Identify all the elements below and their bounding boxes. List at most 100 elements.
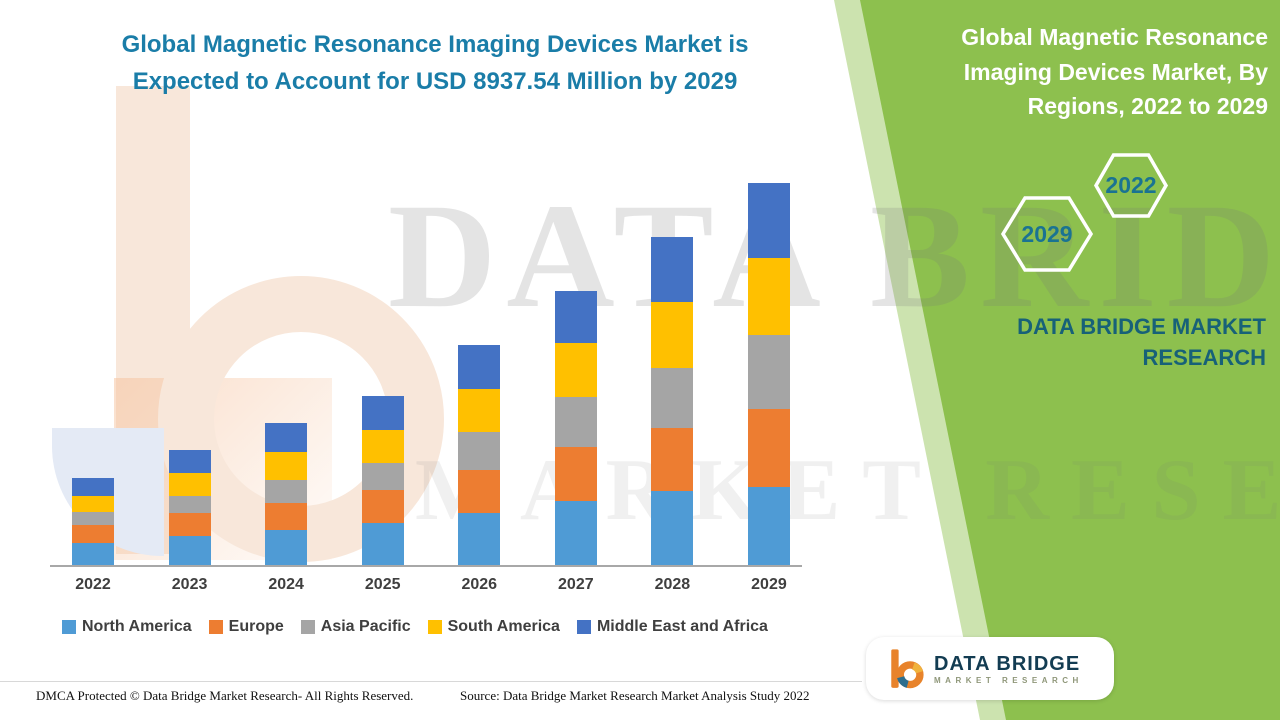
bar-segment-middle-east-and-africa bbox=[458, 345, 501, 389]
bar-segment-asia-pacific bbox=[361, 463, 404, 490]
bar-segment-north-america bbox=[554, 501, 597, 565]
bar-segment-north-america bbox=[361, 523, 404, 565]
bar-segment-south-america bbox=[554, 343, 597, 397]
bar-column-2027 bbox=[554, 291, 597, 565]
bar-segment-middle-east-and-africa bbox=[72, 478, 114, 496]
bar-segment-europe bbox=[168, 513, 211, 536]
page-title-line1: Global Magnetic Resonance Imaging Device… bbox=[121, 31, 749, 58]
bar-segment-europe bbox=[265, 503, 308, 530]
bar-segment-europe bbox=[458, 470, 501, 513]
legend-swatch-middle-east-and-africa bbox=[576, 620, 591, 634]
x-axis-label-2023: 2023 bbox=[171, 576, 208, 593]
plot-area bbox=[72, 180, 790, 565]
side-panel-title-line1: Global Magnetic Resonance bbox=[961, 24, 1268, 50]
bar-segment-north-america bbox=[72, 543, 114, 565]
page-title-line2: Expected to Account for USD 8937.54 Mill… bbox=[132, 68, 738, 96]
bar-segment-south-america bbox=[265, 452, 308, 480]
bar-segment-europe bbox=[554, 447, 597, 501]
legend-label-asia-pacific: Asia Pacific bbox=[320, 618, 411, 635]
bar-segment-south-america bbox=[651, 301, 694, 368]
side-panel-title: Global Magnetic Resonance Imaging Device… bbox=[950, 20, 1268, 124]
bar-segment-middle-east-and-africa bbox=[747, 182, 790, 258]
bar-segment-europe bbox=[72, 525, 114, 543]
bar-column-2023 bbox=[168, 450, 211, 565]
footer-divider bbox=[0, 681, 862, 682]
legend-label-middle-east-and-africa: Middle East and Africa bbox=[596, 618, 768, 635]
bar-segment-north-america bbox=[651, 491, 694, 565]
bar-segment-asia-pacific bbox=[458, 432, 501, 470]
bar-segment-asia-pacific bbox=[72, 512, 114, 525]
hexagon-year-2029: 2029 bbox=[1021, 221, 1072, 247]
legend-swatch-europe bbox=[208, 620, 223, 634]
bar-segment-asia-pacific bbox=[265, 480, 308, 503]
bar-segment-north-america bbox=[168, 536, 211, 565]
legend-item-south-america: South America bbox=[427, 618, 560, 636]
bar-segment-europe bbox=[651, 427, 694, 491]
side-brand-text: DATA BRIDGE MARKET RESEARCH bbox=[1000, 312, 1266, 374]
bar-segment-asia-pacific bbox=[554, 397, 597, 447]
side-brand-line2: RESEARCH bbox=[1142, 344, 1266, 370]
bar-segment-europe bbox=[361, 490, 404, 523]
legend-swatch-asia-pacific bbox=[300, 620, 315, 634]
x-axis-label-2022: 2022 bbox=[75, 576, 111, 593]
x-axis-label-2026: 2026 bbox=[461, 576, 498, 593]
bar-segment-middle-east-and-africa bbox=[554, 291, 597, 343]
bar-segment-south-america bbox=[72, 496, 114, 512]
hexagon-2022-icon bbox=[1093, 153, 1169, 218]
side-brand-line1: DATA BRIDGE MARKET bbox=[1017, 314, 1266, 339]
x-axis-label-2028: 2028 bbox=[654, 576, 691, 593]
bar-segment-south-america bbox=[458, 389, 501, 432]
logo-text-block: DATA BRIDGE MARKET RESEARCH bbox=[934, 653, 1083, 685]
source-text: Source: Data Bridge Market Research Mark… bbox=[460, 688, 810, 703]
bar-segment-asia-pacific bbox=[651, 367, 694, 428]
legend: North America Europe Asia Pacific South Ame… bbox=[62, 618, 768, 636]
side-panel-title-line2: Imaging Devices Market, By bbox=[963, 58, 1268, 85]
bar-segment-middle-east-and-africa bbox=[361, 396, 404, 430]
bar-segment-middle-east-and-africa bbox=[265, 423, 308, 452]
bar-column-2028 bbox=[651, 236, 694, 565]
watermark-text-primary: DATA BRIDGE bbox=[388, 173, 1280, 339]
bar-segment-middle-east-and-africa bbox=[651, 236, 694, 302]
x-axis-labels: 2022 2023 2024 2025 2026 2027 2028 2029 bbox=[72, 576, 790, 594]
logo-b-icon bbox=[891, 648, 924, 688]
hexagon-2029-icon bbox=[1000, 196, 1094, 272]
bar-segment-middle-east-and-africa bbox=[168, 450, 211, 473]
legend-label-europe: Europe bbox=[228, 618, 284, 635]
legend-item-north-america: North America bbox=[62, 618, 192, 636]
bar-segment-south-america bbox=[747, 258, 790, 335]
bar-column-2029 bbox=[747, 182, 790, 565]
hexagon-year-2022: 2022 bbox=[1105, 172, 1156, 198]
bar-segment-asia-pacific bbox=[168, 496, 211, 513]
bar-segment-europe bbox=[747, 409, 790, 487]
x-axis-label-2024: 2024 bbox=[268, 576, 304, 593]
dmca-text: DMCA Protected © Data Bridge Market Rese… bbox=[36, 688, 414, 703]
bar-segment-north-america bbox=[265, 530, 308, 565]
legend-swatch-south-america bbox=[427, 620, 442, 634]
legend-item-europe: Europe bbox=[208, 618, 284, 636]
legend-label-north-america: North America bbox=[82, 618, 192, 635]
bar-column-2024 bbox=[265, 423, 308, 565]
bar-column-2025 bbox=[361, 396, 404, 565]
bar-segment-south-america bbox=[168, 473, 211, 496]
legend-swatch-north-america bbox=[62, 620, 76, 634]
bar-segment-north-america bbox=[458, 513, 501, 565]
bar-segment-north-america bbox=[747, 487, 790, 565]
year-hexagons-icon: 2029 2022 bbox=[1000, 153, 1169, 272]
legend-item-middle-east-and-africa: Middle East and Africa bbox=[576, 618, 768, 636]
side-panel-title-line3: Regions, 2022 to 2029 bbox=[1027, 93, 1268, 119]
bar-column-2022 bbox=[72, 478, 114, 565]
x-axis-label-2027: 2027 bbox=[558, 576, 594, 593]
bar-segment-asia-pacific bbox=[747, 335, 790, 409]
logo-card: DATA BRIDGE MARKET RESEARCH bbox=[866, 637, 1114, 700]
x-axis-line bbox=[50, 565, 802, 567]
x-axis-label-2029: 2029 bbox=[751, 576, 787, 593]
page-title: Global Magnetic Resonance Imaging Device… bbox=[85, 26, 785, 100]
legend-label-south-america: South America bbox=[447, 618, 560, 635]
logo-brand-text: DATA BRIDGE bbox=[934, 652, 1081, 675]
x-axis-label-2025: 2025 bbox=[364, 576, 401, 593]
bar-column-2026 bbox=[458, 345, 501, 565]
legend-item-asia-pacific: Asia Pacific bbox=[300, 618, 411, 636]
logo-sub-text: MARKET RESEARCH bbox=[934, 675, 1083, 685]
bar-segment-south-america bbox=[361, 430, 404, 463]
